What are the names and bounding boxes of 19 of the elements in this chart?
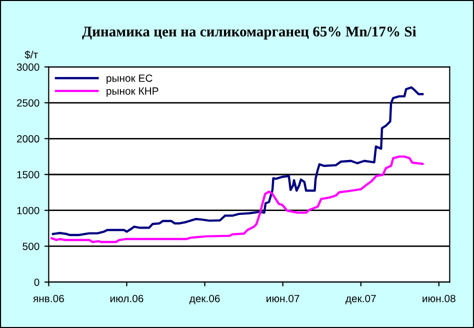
y-tick-label: 3000 bbox=[16, 63, 40, 71]
x-tick-label: июн.08 bbox=[422, 294, 456, 302]
y-tick-label: 2500 bbox=[17, 99, 40, 107]
y-tick-label: 2000 bbox=[17, 135, 40, 143]
x-tick-label: июл.06 bbox=[110, 294, 144, 302]
legend-label: рынок ЕС bbox=[106, 74, 152, 84]
x-tick-label: июн.07 bbox=[266, 294, 300, 302]
line-series bbox=[52, 86, 424, 236]
line-series bbox=[50, 155, 424, 244]
x-tick-label: дек.07 bbox=[346, 294, 376, 304]
chart-title: Динамика цен на силикомарганец 65% Mn/17% Si bbox=[82, 26, 416, 40]
y-axis-title: $/т bbox=[24, 50, 38, 60]
x-tick-label: дек.06 bbox=[189, 294, 220, 304]
y-tick-label: 1500 bbox=[17, 170, 40, 178]
y-tick-label: 1000 bbox=[17, 206, 40, 214]
y-tick-label: 0 bbox=[34, 278, 40, 286]
y-tick-label: 500 bbox=[22, 242, 40, 250]
x-tick-label: янв.06 bbox=[33, 294, 64, 302]
legend-label: рынок КНР bbox=[106, 87, 158, 97]
